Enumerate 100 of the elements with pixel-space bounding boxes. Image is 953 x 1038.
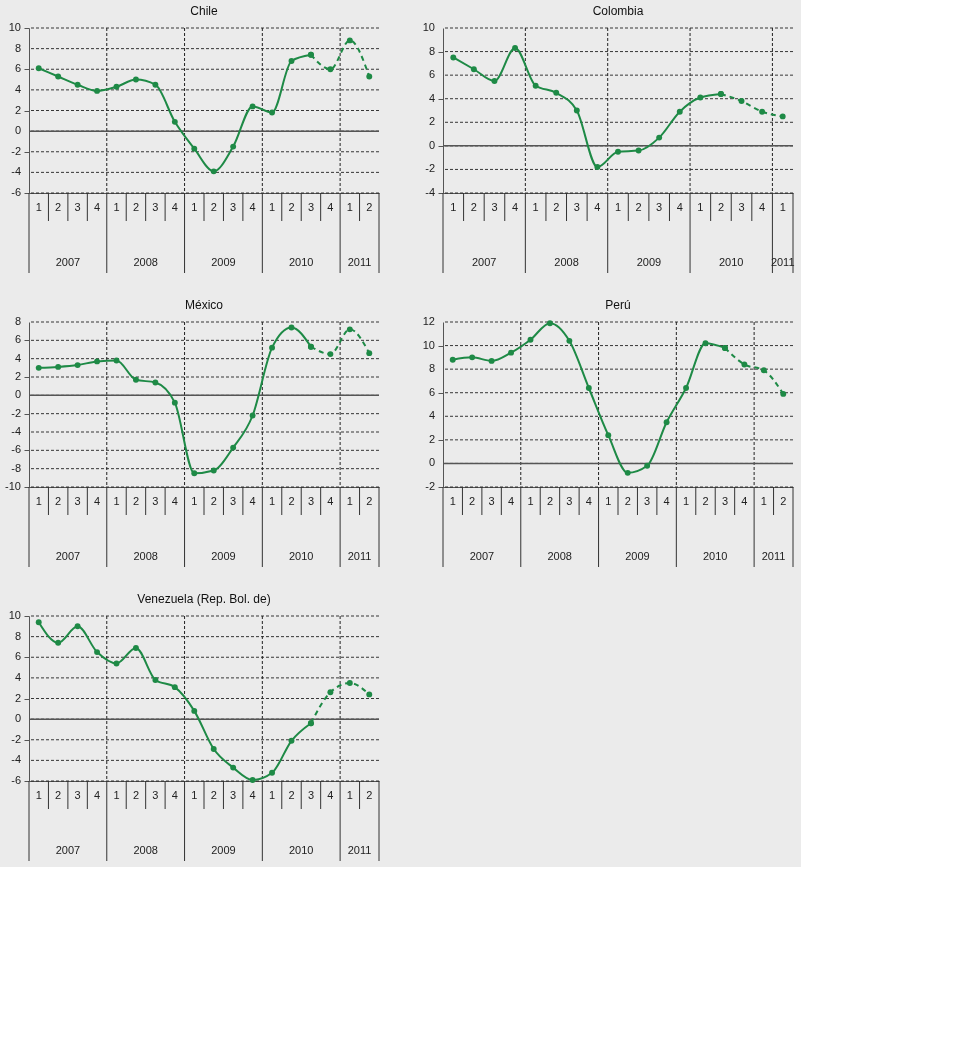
x-tick-label: 1: [268, 201, 276, 213]
point: [676, 108, 683, 115]
point: [171, 118, 178, 125]
x-tick-label: 2: [132, 789, 140, 801]
point: [779, 113, 786, 120]
point: [230, 143, 237, 150]
y-tick-label: -8: [11, 461, 21, 474]
x-tick-label: 2: [635, 201, 642, 213]
text: 2009: [211, 844, 236, 856]
y-tick-label: -4: [11, 425, 21, 437]
y-tick-label: 2: [428, 432, 435, 445]
point: [269, 344, 276, 351]
x-tick-label: 3: [644, 495, 651, 507]
x-tick-label: 4: [585, 495, 592, 507]
point: [780, 390, 787, 397]
y-tick-label: 4: [14, 351, 21, 364]
text: 2010: [702, 550, 728, 562]
point: [191, 145, 198, 152]
x-tick-label: 2: [717, 201, 724, 213]
x-tick-label: 2: [546, 495, 554, 507]
y-tick-label: -6: [11, 774, 21, 786]
text: 2007: [55, 550, 81, 562]
point: [327, 689, 334, 696]
x-tick-label: 3: [738, 201, 745, 213]
x-tick-label: 2: [132, 495, 140, 507]
x-tick-label: 4: [249, 789, 256, 801]
point: [366, 691, 373, 698]
point: [585, 385, 592, 391]
x-tick-label: 3: [74, 201, 81, 213]
x-tick-label: 4: [249, 495, 256, 507]
x-tick-label: 1: [268, 495, 276, 507]
point: [113, 83, 120, 90]
x-tick-label: 1: [614, 201, 622, 213]
x-tick-label: 1: [346, 201, 353, 213]
x-tick-label: 4: [171, 495, 178, 507]
point: [288, 58, 295, 64]
y-tick-label: 10: [8, 609, 21, 621]
point: [55, 73, 62, 80]
x-tick-label: 1: [113, 789, 120, 801]
x-tick-label: 1: [449, 495, 456, 507]
y-tick-label: 6: [14, 333, 21, 346]
point: [210, 168, 217, 175]
x-tick-label: 3: [566, 495, 573, 507]
y-tick-label: 8: [428, 44, 435, 57]
x-tick-label: 1: [35, 789, 42, 801]
x-tick-label: 2: [366, 789, 373, 801]
x-tick-label: 1: [605, 495, 612, 507]
point: [35, 364, 42, 371]
point: [191, 707, 198, 714]
text: 2011: [761, 550, 786, 562]
text: 2007: [55, 256, 81, 268]
chart-title: México: [184, 298, 224, 312]
point: [741, 361, 748, 368]
y-tick-label: 0: [14, 712, 21, 725]
point: [760, 367, 767, 374]
point: [605, 432, 612, 439]
y-tick-label: 10: [422, 21, 435, 33]
y-tick-label: -2: [11, 144, 21, 157]
x-tick-label: 2: [55, 495, 62, 507]
x-tick-label: 3: [230, 789, 237, 801]
y-tick-label: 8: [14, 315, 21, 327]
point: [152, 379, 159, 386]
point: [488, 357, 495, 364]
y-tick-label: 4: [14, 82, 21, 95]
x-tick-label: 4: [327, 201, 334, 213]
x-tick-label: 3: [307, 201, 315, 213]
x-tick-label: 2: [288, 495, 295, 507]
x-tick-label: 3: [152, 495, 159, 507]
point: [327, 66, 334, 73]
x-tick-label: 3: [491, 201, 498, 213]
point: [594, 164, 601, 171]
text: 2010: [288, 256, 314, 268]
y-tick-label: 10: [422, 338, 435, 351]
y-tick-label: -6: [11, 443, 21, 456]
point: [210, 746, 217, 752]
x-tick-label: 2: [210, 201, 217, 213]
y-tick-label: 10: [8, 21, 21, 33]
point: [366, 350, 373, 357]
x-tick-label: 1: [697, 201, 704, 213]
x-tick-label: 1: [450, 201, 457, 213]
x-tick-label: 3: [721, 495, 729, 507]
text: 2008: [133, 844, 158, 856]
x-tick-label: 2: [702, 495, 709, 507]
x-tick-label: 4: [594, 201, 601, 213]
x-tick-label: 4: [663, 495, 670, 507]
x-tick-label: 2: [470, 201, 477, 213]
point: [94, 358, 101, 365]
x-tick-label: 4: [507, 495, 515, 507]
point: [74, 81, 81, 88]
x-tick-label: 3: [307, 495, 315, 507]
x-tick-label: 2: [624, 495, 631, 507]
point: [508, 349, 515, 356]
text: 2007: [55, 844, 81, 856]
point: [152, 676, 159, 683]
x-tick-label: 4: [93, 789, 101, 801]
chart-title: Colombia: [592, 4, 644, 18]
point: [573, 107, 580, 114]
y-tick-label: 8: [428, 362, 435, 375]
text: 2009: [636, 256, 662, 268]
point: [94, 87, 101, 94]
